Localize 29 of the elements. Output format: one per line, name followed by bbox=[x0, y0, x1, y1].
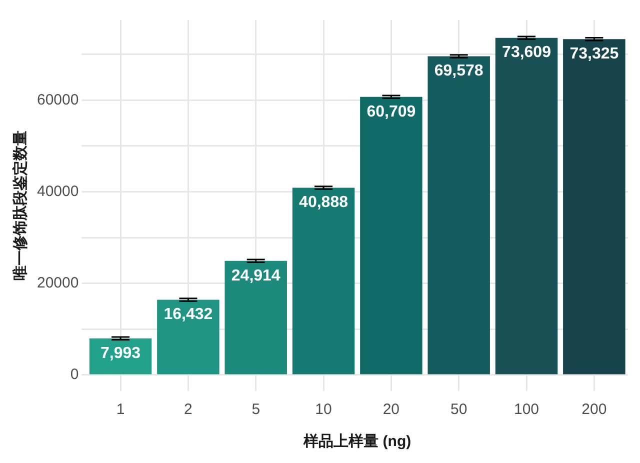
bar bbox=[495, 38, 558, 374]
y-tick-label: 20000 bbox=[36, 274, 79, 292]
data-label: 16,432 bbox=[164, 306, 213, 324]
data-label: 60,709 bbox=[366, 103, 416, 120]
data-label: 73,325 bbox=[570, 46, 619, 63]
y-axis-title: 唯一修饰肽段鉴定数量 bbox=[11, 130, 30, 280]
data-label: 7,993 bbox=[100, 344, 141, 362]
x-tick-label: 200 bbox=[582, 401, 607, 418]
bar bbox=[224, 260, 287, 374]
data-label: 40,888 bbox=[299, 194, 348, 212]
x-tick-label: 50 bbox=[450, 401, 468, 418]
bar bbox=[360, 96, 422, 374]
x-tick-label: 1 bbox=[116, 401, 125, 418]
x-axis-title: 样品上样量 (ng) bbox=[302, 433, 412, 450]
data-label: 69,578 bbox=[434, 62, 484, 80]
bar bbox=[428, 56, 490, 374]
y-tick-label: 0 bbox=[70, 366, 79, 384]
data-label: 73,609 bbox=[502, 44, 552, 62]
x-tick-label: 5 bbox=[252, 401, 260, 418]
x-tick-label: 2 bbox=[184, 401, 192, 418]
y-tick-label: 60000 bbox=[36, 91, 79, 108]
bar bbox=[292, 188, 355, 374]
bar bbox=[157, 300, 220, 374]
x-tick-label: 100 bbox=[514, 401, 540, 418]
x-tick-label: 20 bbox=[382, 401, 400, 418]
data-label: 24,914 bbox=[231, 267, 280, 284]
x-tick-label: 10 bbox=[315, 401, 332, 418]
y-tick-label: 40000 bbox=[36, 182, 79, 200]
bar bbox=[563, 39, 626, 374]
